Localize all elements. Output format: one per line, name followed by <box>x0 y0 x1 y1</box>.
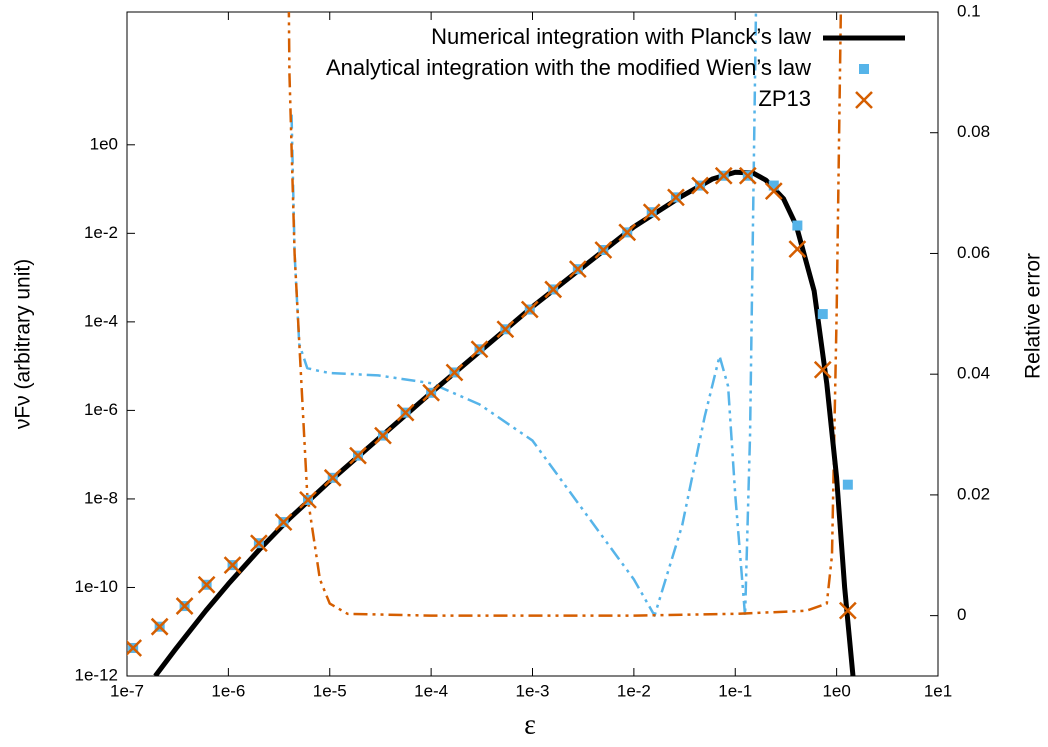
x-tick-label: 1e-3 <box>515 681 549 700</box>
y-axis-label: νFν (arbitrary unit) <box>12 259 35 429</box>
x-marker <box>349 446 367 465</box>
y2-tick-label: 0.1 <box>957 1 981 20</box>
x-marker <box>175 597 194 615</box>
y-tick-label: 1e-2 <box>84 223 118 242</box>
square-marker <box>842 479 853 490</box>
y2-tick-label: 0 <box>957 605 966 624</box>
x-marker <box>618 223 637 242</box>
legend-label: Analytical integration with the modified… <box>326 55 811 80</box>
x-tick-label: 1e1 <box>924 681 952 700</box>
x-marker <box>445 363 464 382</box>
x-marker <box>838 601 857 620</box>
y-tick-label: 1e-4 <box>84 311 118 330</box>
legend-swatch <box>855 91 873 109</box>
x-marker <box>667 188 685 207</box>
y-tick-label: 1e-6 <box>84 400 118 419</box>
x-marker <box>299 491 317 509</box>
plot-area <box>127 12 857 676</box>
y-tick-label: 1e-12 <box>75 665 118 684</box>
x-marker <box>274 513 293 531</box>
square-marker <box>817 309 828 320</box>
square-marker <box>768 180 779 191</box>
y2-tick-label: 0.04 <box>957 364 990 383</box>
x-marker <box>642 203 661 222</box>
y2-tick-label: 0.02 <box>957 484 990 503</box>
square-marker <box>792 220 803 231</box>
x-marker <box>788 240 807 258</box>
series-line <box>287 12 843 617</box>
x-marker <box>250 534 268 553</box>
x-marker <box>396 403 415 422</box>
y-tick-label: 1e-8 <box>84 488 118 507</box>
x-marker <box>714 166 733 185</box>
x-marker <box>738 166 757 185</box>
x-tick-label: 1e-5 <box>313 681 347 700</box>
x-marker <box>520 300 539 319</box>
x-marker <box>197 575 216 594</box>
x-marker <box>150 617 169 636</box>
legend-label: Numerical integration with Planck’s law <box>431 24 811 49</box>
plot-frame <box>126 11 939 677</box>
x-marker <box>470 340 489 359</box>
x-tick-label: 1e-6 <box>211 681 245 700</box>
x-marker <box>323 468 342 487</box>
x-marker <box>127 639 143 657</box>
y2-axis-label: Relative error <box>1022 253 1045 379</box>
x-tick-label: 1e-1 <box>718 681 752 700</box>
x-tick-label: 1e0 <box>822 681 850 700</box>
series-line <box>290 12 758 617</box>
x-marker <box>496 320 515 339</box>
y-tick-label: 1e-10 <box>75 577 118 596</box>
x-marker <box>813 360 832 379</box>
y-tick-label: 1e0 <box>90 134 118 153</box>
y2-tick-label: 0.08 <box>957 122 990 141</box>
series-line <box>153 169 856 676</box>
legend-label: ZP13 <box>758 86 811 111</box>
x-tick-label: 1e-4 <box>414 681 448 700</box>
x-marker <box>691 176 709 195</box>
x-marker <box>223 556 242 574</box>
x-marker <box>568 260 587 279</box>
x-marker <box>544 280 563 299</box>
x-marker <box>374 426 392 445</box>
x-marker <box>764 182 783 200</box>
legend-swatch <box>859 64 869 74</box>
x-marker <box>422 383 441 402</box>
x-tick-label: 1e-7 <box>110 681 144 700</box>
y2-tick-label: 0.06 <box>957 243 990 262</box>
x-axis-label: ε <box>524 709 536 740</box>
x-tick-label: 1e-2 <box>617 681 651 700</box>
x-marker <box>594 241 613 259</box>
